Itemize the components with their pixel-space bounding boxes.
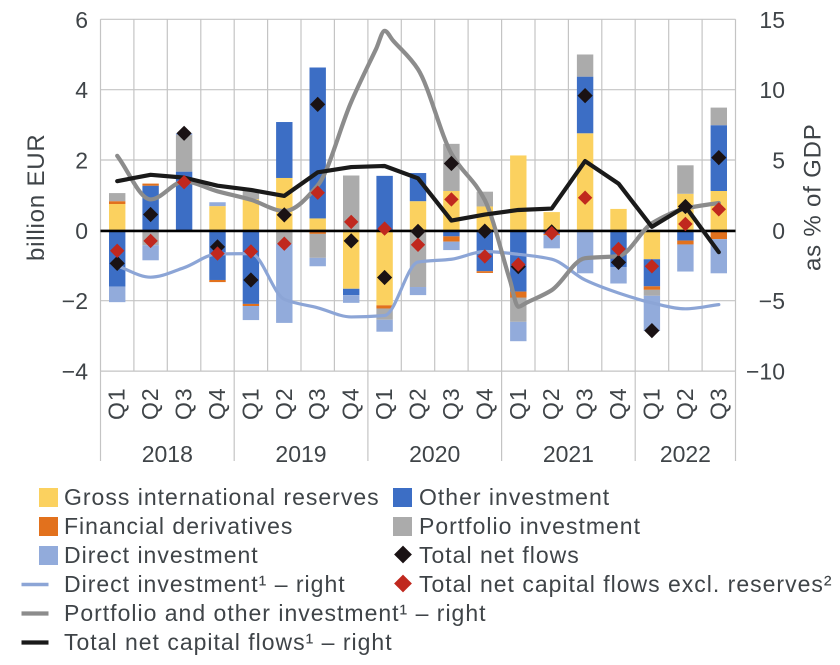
svg-text:6: 6 — [75, 7, 88, 33]
svg-text:Gross international reserves: Gross international reserves — [64, 484, 380, 510]
svg-text:Q1: Q1 — [104, 387, 130, 420]
svg-text:−5: −5 — [759, 288, 785, 314]
svg-text:Q4: Q4 — [471, 387, 497, 420]
svg-text:2022: 2022 — [660, 441, 711, 467]
svg-text:Q2: Q2 — [137, 387, 163, 420]
svg-text:0: 0 — [75, 218, 88, 244]
svg-text:−2: −2 — [62, 288, 88, 314]
svg-text:Q2: Q2 — [405, 387, 431, 420]
svg-text:Total net capital flows excl.: Total net capital flows excl. reserves² — [419, 571, 833, 597]
svg-text:Financial derivatives: Financial derivatives — [64, 513, 293, 539]
svg-text:Other investment: Other investment — [419, 484, 610, 510]
svg-text:−10: −10 — [746, 359, 785, 385]
svg-text:Direct investment¹ – right: Direct investment¹ – right — [64, 571, 346, 597]
svg-text:as % of GDP: as % of GDP — [800, 123, 827, 271]
svg-text:Direct investment: Direct investment — [64, 542, 259, 568]
svg-text:10: 10 — [759, 77, 785, 103]
svg-text:15: 15 — [759, 7, 785, 33]
svg-text:2019: 2019 — [275, 441, 326, 467]
svg-text:Q4: Q4 — [204, 387, 230, 420]
svg-text:4: 4 — [75, 77, 88, 103]
svg-text:Q3: Q3 — [304, 387, 330, 420]
svg-text:Q1: Q1 — [505, 387, 531, 420]
svg-text:Q2: Q2 — [271, 387, 297, 420]
svg-text:Q1: Q1 — [638, 387, 664, 420]
svg-text:Q4: Q4 — [338, 387, 364, 420]
svg-text:2021: 2021 — [543, 441, 594, 467]
svg-text:Q3: Q3 — [705, 387, 731, 420]
svg-text:2: 2 — [75, 148, 88, 174]
svg-text:billion EUR: billion EUR — [23, 133, 50, 261]
svg-text:Q2: Q2 — [538, 387, 564, 420]
svg-text:2018: 2018 — [142, 441, 193, 467]
svg-text:Portfolio and other investment: Portfolio and other investment¹ – right — [64, 600, 487, 626]
svg-text:Q2: Q2 — [672, 387, 698, 420]
svg-text:0: 0 — [772, 218, 785, 244]
svg-text:Q1: Q1 — [371, 387, 397, 420]
svg-text:Total net capital flows¹ – rig: Total net capital flows¹ – right — [64, 629, 393, 655]
svg-text:Q3: Q3 — [171, 387, 197, 420]
svg-text:5: 5 — [772, 148, 785, 174]
svg-text:Q1: Q1 — [237, 387, 263, 420]
svg-text:2020: 2020 — [409, 441, 460, 467]
svg-text:−4: −4 — [62, 359, 88, 385]
svg-text:Q4: Q4 — [605, 387, 631, 420]
svg-text:Q3: Q3 — [438, 387, 464, 420]
svg-text:Total net flows: Total net flows — [419, 542, 580, 568]
svg-text:Portfolio investment: Portfolio investment — [419, 513, 641, 539]
svg-text:Q3: Q3 — [572, 387, 598, 420]
